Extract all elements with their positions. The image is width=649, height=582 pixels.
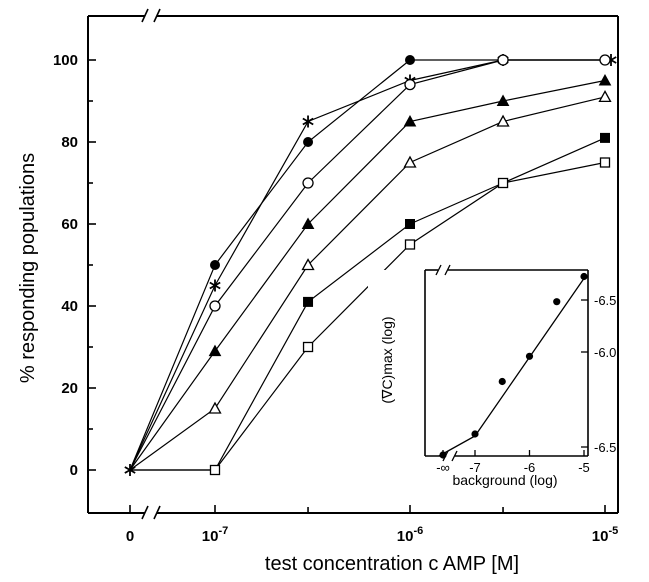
point-open-square-1 <box>209 464 221 476</box>
point-open-circle-3 <box>404 78 416 91</box>
inset-y-tick-label-2: -6.5 <box>594 440 616 455</box>
x-tick-label-0: 0 <box>126 528 134 545</box>
point-star-1 <box>209 279 221 292</box>
point-open-circle-2 <box>302 177 314 189</box>
main-ticks <box>88 59 606 513</box>
inset-point-3 <box>525 352 534 360</box>
inset-y-tick-label-1: -6.0 <box>594 345 616 360</box>
inset-point-1 <box>471 430 479 438</box>
y-tick-label-20: 20 <box>61 380 78 397</box>
point-open-triangle-4 <box>496 114 510 127</box>
point-filled-square-2 <box>303 296 314 307</box>
series-line-open-circle <box>129 59 605 471</box>
inset-x-tick-label-3: -5 <box>578 460 590 475</box>
inset-x-tick-label-2: -6 <box>524 460 536 475</box>
point-filled-square-5 <box>600 132 610 143</box>
point-open-square-5 <box>599 157 611 168</box>
inset-point-0 <box>439 451 447 459</box>
main-series-lines <box>129 59 611 471</box>
inset-ticks <box>442 299 588 456</box>
point-filled-square-3 <box>405 219 415 229</box>
y-tick-label-100: 100 <box>53 52 78 69</box>
point-filled-triangle-3 <box>403 114 417 127</box>
inset-point-5 <box>580 272 588 281</box>
y-tick-label-80: 80 <box>61 134 78 151</box>
x-axis-label: test concentration c AMP [M] <box>265 553 519 575</box>
series-line-filled-triangle <box>129 79 606 471</box>
inset-data <box>438 272 588 459</box>
point-filled-triangle-4 <box>496 94 510 106</box>
y-tick-label-60: 60 <box>61 216 78 233</box>
main-series-markers <box>124 54 617 476</box>
point-filled-triangle-1 <box>208 344 222 357</box>
point-filled-circle-1 <box>210 260 220 270</box>
point-open-triangle-2 <box>301 258 315 271</box>
point-open-circle-1 <box>209 300 221 312</box>
inset-background <box>368 270 604 470</box>
point-open-triangle-1 <box>208 401 222 414</box>
inset-x-tick-label-1: -7 <box>469 460 481 475</box>
point-open-square-2 <box>302 341 314 353</box>
main-plot-frame <box>87 15 619 514</box>
inset-point-2 <box>498 377 506 386</box>
inset-y-label: (∇C)max (log) <box>379 316 395 403</box>
point-filled-triangle-5 <box>598 73 612 86</box>
point-star-2 <box>302 115 314 128</box>
point-open-triangle-3 <box>403 155 417 168</box>
x-tick-label-10-7: 10-7 <box>202 525 228 545</box>
point-filled-circle-2 <box>303 137 314 147</box>
inset-x-label: background (log) <box>452 472 557 488</box>
series-line-open-triangle <box>129 96 606 471</box>
inset-x-tick-label-0: -∞ <box>436 460 450 475</box>
inset-frame <box>424 269 589 457</box>
main-tick-labels: 0 20 40 60 80 100 0 10-7 10-6 10-5 <box>53 52 618 545</box>
point-open-square-3 <box>404 239 416 250</box>
point-open-circle-4 <box>497 54 509 66</box>
inset-tick-labels: -6.5 -6.0 -6.5 -∞ -7 -6 -5 <box>436 293 616 475</box>
x-tick-label-10-6: 10-6 <box>397 525 423 545</box>
point-filled-triangle-2 <box>301 217 315 229</box>
point-open-square-4 <box>497 177 509 189</box>
point-star-0 <box>124 464 136 476</box>
axis-break-marks <box>141 8 161 520</box>
y-tick-label-40: 40 <box>61 298 78 315</box>
series-line-open-square <box>130 161 606 471</box>
point-filled-circle-3 <box>405 55 415 65</box>
inset-y-tick-label-0: -6.5 <box>594 293 616 308</box>
point-open-circle-5 <box>599 54 611 66</box>
inset-point-4 <box>553 298 561 306</box>
point-open-triangle-5 <box>598 90 612 103</box>
x-tick-label-10-5: 10-5 <box>592 525 618 545</box>
y-axis-label: % responding populations <box>17 153 39 383</box>
y-tick-label-0: 0 <box>70 462 78 479</box>
